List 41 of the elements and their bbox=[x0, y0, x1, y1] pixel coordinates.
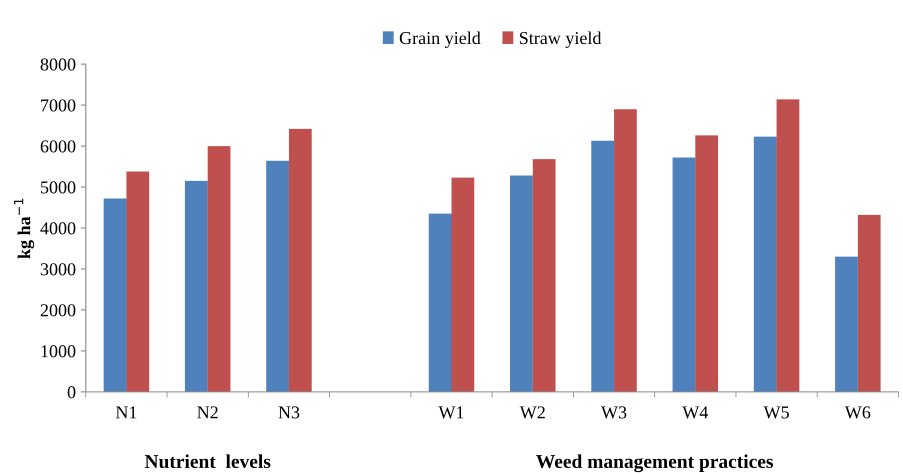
text: Nutrient levels bbox=[144, 454, 270, 468]
bar bbox=[428, 214, 452, 392]
x-tick-label: W6 bbox=[844, 406, 870, 419]
y-axis-title: kg ha$^{−1}$ bbox=[14, 198, 34, 259]
x-tick-label: N2 bbox=[197, 406, 218, 418]
bar bbox=[754, 136, 777, 392]
y-tick-label: 0 bbox=[68, 386, 76, 398]
legend-label: Straw yield bbox=[520, 31, 602, 48]
bar bbox=[510, 176, 533, 392]
text: Weed management practices bbox=[536, 454, 773, 472]
bar bbox=[591, 140, 614, 392]
x-tick-label: W2 bbox=[520, 406, 545, 419]
bar bbox=[184, 180, 208, 392]
bar bbox=[288, 128, 312, 392]
x-tick-label: N3 bbox=[278, 406, 300, 418]
y-tick-label: 2000 bbox=[40, 304, 76, 316]
y-tick-label: 3000 bbox=[40, 263, 76, 276]
bar bbox=[266, 160, 289, 392]
y-tick-label: 6000 bbox=[40, 140, 76, 153]
bar bbox=[104, 198, 126, 392]
legend-label: Grain yield bbox=[400, 31, 481, 48]
bar bbox=[614, 109, 637, 392]
bar bbox=[208, 146, 230, 392]
bar bbox=[835, 256, 858, 392]
bar bbox=[452, 178, 474, 392]
y-tick-label: 8000 bbox=[40, 58, 76, 71]
x-tick-label: W1 bbox=[438, 406, 464, 419]
y-tick-label: 1000 bbox=[42, 345, 76, 358]
x-tick-label: N1 bbox=[116, 406, 136, 418]
y-tick-label: 5000 bbox=[41, 181, 76, 194]
bar bbox=[672, 158, 696, 392]
bar bbox=[858, 214, 881, 392]
y-tick-label: 7000 bbox=[41, 99, 76, 112]
bar bbox=[695, 135, 718, 392]
bar bbox=[126, 171, 150, 392]
y-tick-label: 4000 bbox=[40, 222, 76, 234]
x-tick-label: W5 bbox=[764, 406, 789, 419]
bar bbox=[532, 159, 556, 392]
x-tick-label: W3 bbox=[601, 406, 626, 419]
bar bbox=[776, 99, 800, 392]
x-tick-label: W4 bbox=[682, 406, 708, 419]
